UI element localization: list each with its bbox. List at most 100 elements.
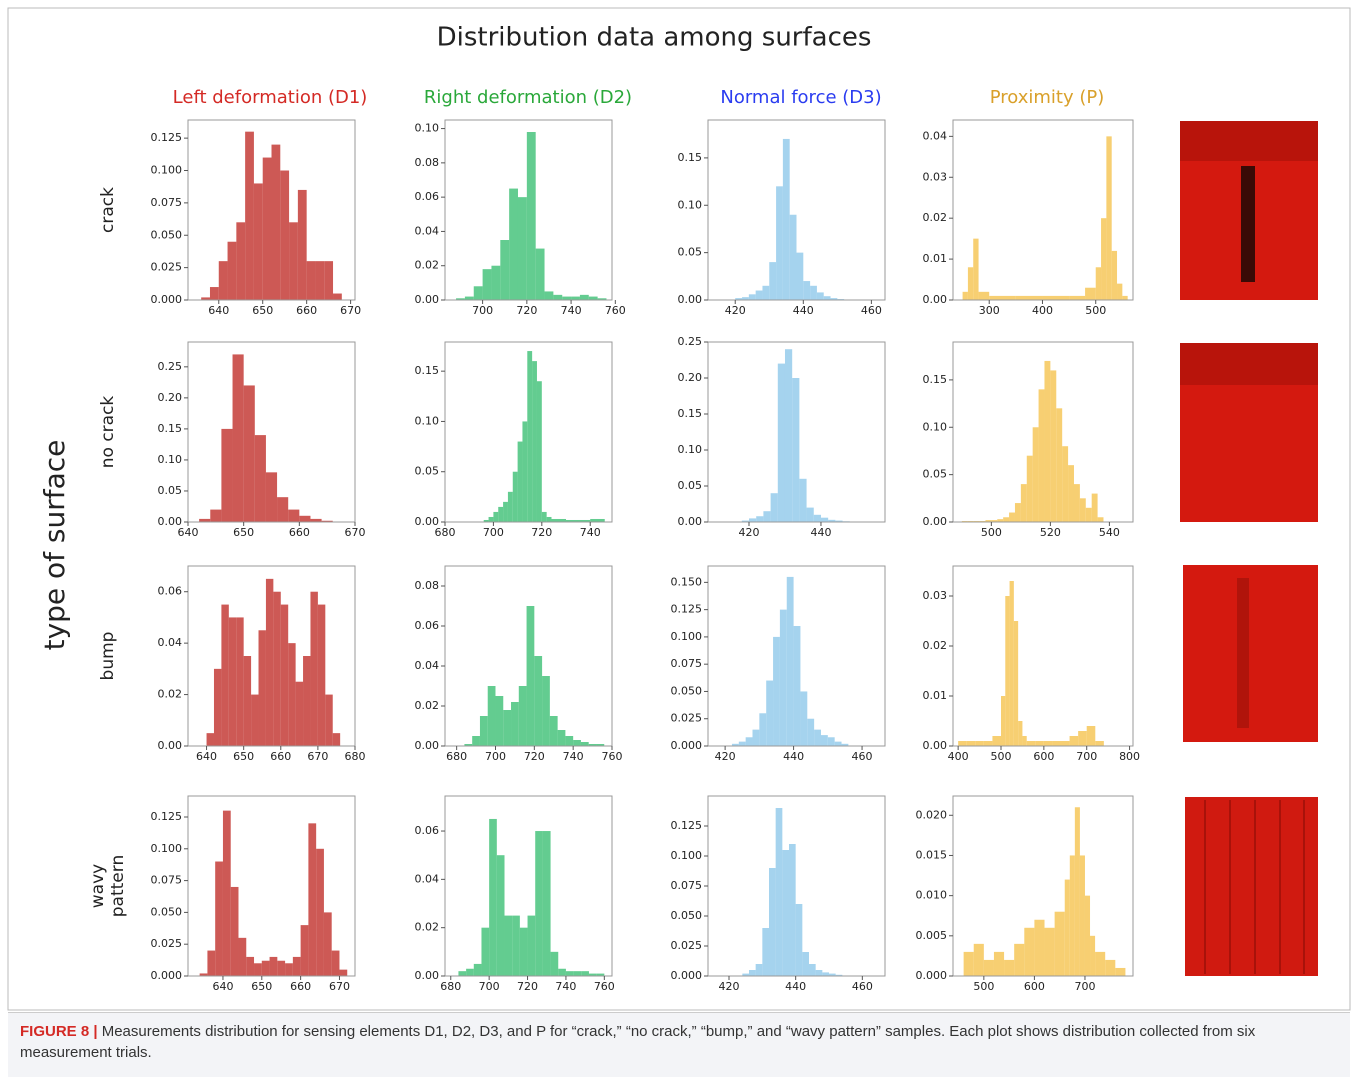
x-tick-label: 660 [270,750,291,763]
x-tick-label: 760 [605,304,626,317]
bar [989,295,1016,300]
y-tick-label: 0.04 [415,224,440,237]
bar [306,261,316,300]
bar [512,471,518,522]
bar [1043,741,1053,746]
bar [782,138,790,300]
bar [1022,736,1027,746]
x-tick-label: 760 [602,750,623,763]
bar [511,702,519,746]
bar [1105,959,1116,976]
bar [759,713,767,746]
bar [213,668,222,746]
bar [261,960,270,976]
x-tick-label: 680 [345,750,366,763]
y-tick-label: 0.100 [151,164,183,177]
x-tick-label: 420 [725,304,746,317]
bar [228,617,237,746]
column-title: Normal force (D3) [720,87,881,108]
bar [464,296,474,300]
y-tick-label: 0.25 [158,360,183,373]
axes-frame [952,341,1134,523]
bar [789,214,797,300]
bar [756,516,764,522]
bar [841,743,849,746]
bar [775,808,783,976]
x-tick-label: 400 [948,750,969,763]
x-tick-label: 700 [472,304,493,317]
y-tick-label: 0.00 [158,739,183,752]
bar [550,951,559,976]
bar [807,718,815,746]
histogram-panel: 300 400 500 0.00 0.01 0.02 0.03 0.04 [923,119,1134,317]
histogram-panel: 420 440 460 0.000 0.025 0.050 0.075 0.100 0.125 [671,795,886,993]
bar [288,643,296,746]
bar [536,381,542,522]
bar [544,291,554,300]
y-tick-label: 0.15 [415,364,440,377]
bar [483,519,489,522]
bar [323,912,332,976]
y-tick-label: 0.06 [415,824,440,837]
bar [1056,408,1063,522]
bar [803,281,811,300]
bar [273,591,281,746]
bar [227,241,237,300]
bar [517,441,523,522]
y-tick-label: 0.25 [678,335,703,348]
x-tick-label: 740 [561,304,582,317]
bar [835,520,843,522]
bar [1091,493,1098,522]
bar [253,183,263,300]
y-tick-label: 0.00 [415,969,440,982]
y-tick-label: 0.06 [158,585,183,598]
histogram-panel: 680 700 720 740 760 0.00 0.02 0.04 0.06 0.08 [415,565,623,763]
bar [535,248,545,300]
bar [802,952,809,976]
y-tick-label: 0.00 [415,739,440,752]
bar [793,626,801,746]
y-tick-label: 0.00 [158,515,183,528]
bar [1015,295,1043,300]
bar [795,904,803,976]
bar [1038,389,1045,522]
bar [262,157,272,300]
bar [292,956,301,976]
bar [748,294,756,300]
bar [500,240,510,300]
x-tick-label: 650 [252,304,273,317]
bar [565,971,574,976]
figure-title: Distribution data among surfaces [437,23,872,53]
y-tick-label: 0.20 [158,391,183,404]
histogram-panel: 640 650 660 670 680 0.00 0.02 0.04 0.06 [158,565,366,763]
bar [1005,596,1010,746]
x-tick-label: 300 [979,304,1000,317]
y-tick-label: 0.05 [678,246,703,259]
x-tick-label: 460 [861,304,882,317]
y-tick-label: 0.06 [415,619,440,632]
bar [566,519,591,522]
y-tick-label: 0.100 [671,630,703,643]
y-tick-label: 0.025 [671,712,703,725]
axes-frame [952,565,1134,747]
bar [799,478,807,522]
bar [962,291,968,300]
y-tick-label: 0.050 [671,684,703,697]
y-tick-label: 0.05 [158,484,183,497]
bar [823,296,831,300]
y-tick-label: 0.04 [923,129,948,142]
bar [1024,927,1035,976]
bar [199,518,211,522]
x-tick-label: 740 [555,980,576,993]
y-tick-label: 0.05 [415,465,440,478]
y-tick-label: 0.020 [916,808,948,821]
bar [742,973,749,976]
bar [752,729,760,746]
x-tick-label: 670 [340,304,361,317]
y-tick-label: 0.05 [923,468,948,481]
x-tick-label: 700 [479,980,500,993]
bar [557,730,566,746]
bar [1069,855,1075,976]
bar [518,686,527,746]
y-tick-label: 0.000 [151,293,183,306]
